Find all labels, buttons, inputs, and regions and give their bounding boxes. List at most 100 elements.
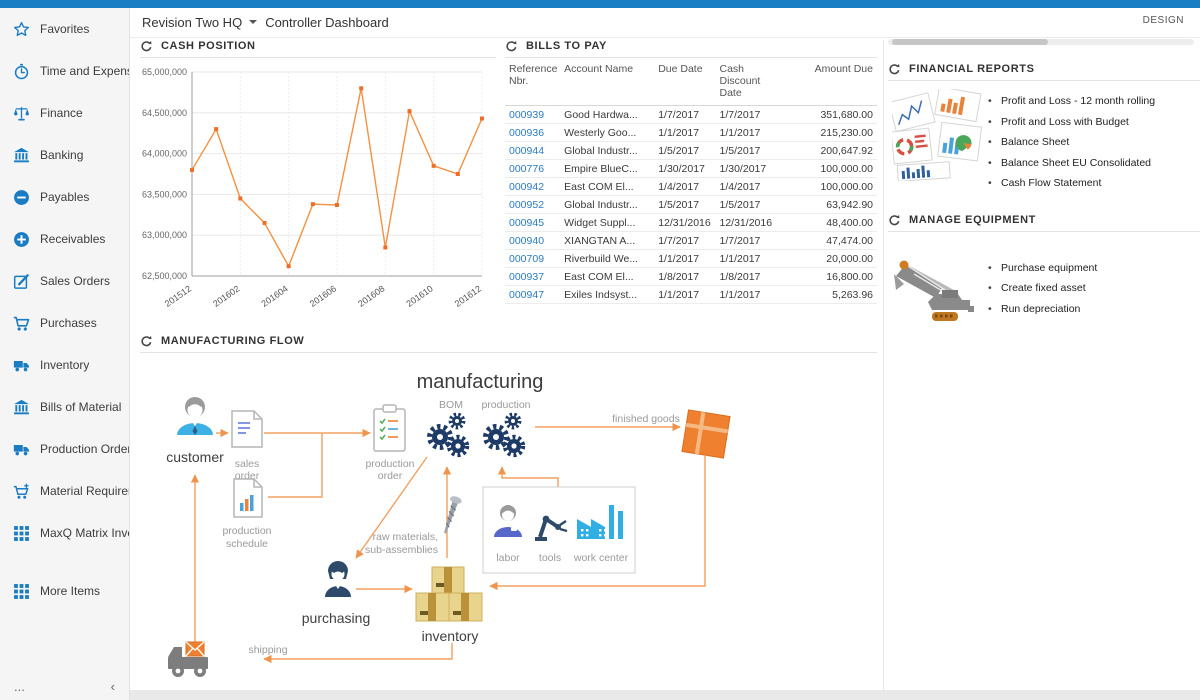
svg-text:schedule: schedule — [226, 538, 268, 550]
reference-link[interactable]: 000944 — [505, 141, 561, 160]
screw-icon — [444, 496, 462, 534]
table-row[interactable]: 000942 East COM El... 1/4/2017 1/4/2017 100,… — [505, 177, 877, 196]
sidebar-item-sales-orders[interactable]: Sales Orders — [0, 260, 129, 302]
table-row[interactable]: 000939 Good Hardwa... 1/7/2017 1/7/2017 351,… — [505, 105, 877, 124]
table-cell: 1/1/2017 — [654, 249, 716, 268]
bills-column-header[interactable]: Amount Due — [789, 59, 877, 106]
dashboard-content: CASH POSITION 65,000,000 64,500,000 64,000… — [130, 38, 1200, 700]
report-link-profit-and-loss-with-budget[interactable]: Profit and Loss with Budget — [988, 116, 1155, 128]
report-link-profit-and-loss-12-month-rolling[interactable]: Profit and Loss - 12 month rolling — [988, 95, 1155, 107]
refresh-icon[interactable] — [140, 335, 152, 347]
widget-financial-reports: FINANCIAL REPORTS Profit and Loss - 12 m… — [888, 63, 1200, 198]
purchasing-label: purchasing — [302, 610, 371, 626]
reference-link[interactable]: 000936 — [505, 123, 561, 142]
table-cell: 5,263.96 — [789, 285, 877, 304]
sidebar-item-more-items[interactable]: More Items — [0, 570, 129, 612]
report-link-balance-sheet-eu-consolidated[interactable]: Balance Sheet EU Consolidated — [988, 157, 1155, 169]
table-row[interactable]: 000776 Empire BlueC... 1/30/2017 1/30/2017 1… — [505, 159, 877, 178]
table-row[interactable]: 000947 Exiles Indsyst... 1/1/2017 1/1/2017 5… — [505, 285, 877, 304]
reference-link[interactable]: 000937 — [505, 267, 561, 286]
table-row[interactable]: 000709 Riverbuild We... 1/1/2017 1/1/2017 20… — [505, 249, 877, 268]
x-axis-label: 201512 — [163, 283, 193, 308]
page-bottom-scroll-area — [130, 690, 1200, 700]
sidebar-item-maxq-matrix-invent[interactable]: MaxQ Matrix Invent... — [0, 512, 129, 554]
finished-goods-label: finished goods — [612, 413, 680, 425]
table-row[interactable]: 000944 Global Industr... 1/5/2017 1/5/2017 2… — [505, 141, 877, 160]
bills-column-header[interactable]: Reference Nbr. — [505, 59, 561, 106]
table-row[interactable]: 000945 Widget Suppl... 12/31/2016 12/31/201… — [505, 213, 877, 232]
sidebar-item-time-and-expenses[interactable]: Time and Expenses — [0, 50, 129, 92]
sidebar-item-production-orders[interactable]: Production Orders — [0, 428, 129, 470]
reference-link[interactable]: 000947 — [505, 285, 561, 304]
sidebar-item-label: Bills of Material — [40, 400, 122, 414]
star-icon — [13, 21, 30, 38]
reference-link[interactable]: 000952 — [505, 195, 561, 214]
x-axis-label: 201604 — [259, 283, 289, 308]
refresh-icon[interactable] — [140, 40, 152, 52]
refresh-icon[interactable] — [888, 214, 900, 226]
table-cell: 100,000.00 — [789, 159, 877, 178]
data-point — [286, 264, 291, 269]
refresh-icon[interactable] — [888, 63, 900, 75]
minus-circle-icon — [13, 189, 30, 206]
sidebar-item-finance[interactable]: Finance — [0, 92, 129, 134]
sidebar-item-material-requirem[interactable]: Material Requirem... — [0, 470, 129, 512]
more-options-button[interactable]: ... — [14, 678, 25, 694]
reference-link[interactable]: 000939 — [505, 105, 561, 124]
report-link-cash-flow-statement[interactable]: Cash Flow Statement — [988, 177, 1155, 189]
sidebar-item-bills-of-material[interactable]: Bills of Material — [0, 386, 129, 428]
table-cell: 215,230.00 — [789, 123, 877, 142]
x-axis-label: 201612 — [453, 283, 483, 308]
customer-icon — [177, 397, 213, 435]
bills-column-header[interactable]: Account Name — [560, 59, 655, 106]
table-cell: 351,680.00 — [789, 105, 877, 124]
reference-link[interactable]: 000942 — [505, 177, 561, 196]
sidebar-item-label: Payables — [40, 190, 90, 204]
equipment-link-run-depreciation[interactable]: Run depreciation — [988, 303, 1097, 315]
widget-manage-equipment: MANAGE EQUIPMENT — [888, 214, 1200, 332]
bills-column-header[interactable]: Cash Discount Date — [715, 59, 790, 106]
inventory-boxes-icon — [415, 566, 483, 622]
production-schedule-icon — [233, 478, 263, 518]
table-row[interactable]: 000940 XIANGTAN A... 1/7/2017 1/7/2017 47,47… — [505, 231, 877, 250]
report-link-balance-sheet[interactable]: Balance Sheet — [988, 136, 1155, 148]
sidebar-item-purchases[interactable]: Purchases — [0, 302, 129, 344]
bills-column-header[interactable]: Due Date — [654, 59, 716, 106]
purchasing-icon — [325, 561, 351, 597]
reference-link[interactable]: 000709 — [505, 249, 561, 268]
data-point — [455, 172, 460, 176]
sidebar-item-label: More Items — [40, 584, 101, 598]
reference-link[interactable]: 000945 — [505, 213, 561, 232]
svg-text:order: order — [378, 470, 403, 482]
scrollbar-thumb[interactable] — [892, 39, 1048, 45]
sidebar-item-inventory[interactable]: Inventory — [0, 344, 129, 386]
table-cell: 12/31/2016 — [715, 213, 790, 232]
design-button[interactable]: DESIGN — [1142, 15, 1184, 26]
manufacturing-title: manufacturing — [417, 371, 544, 393]
equipment-link-create-fixed-asset[interactable]: Create fixed asset — [988, 282, 1097, 294]
table-row[interactable]: 000952 Global Industr... 1/5/2017 1/5/2017 6… — [505, 195, 877, 214]
y-axis-label: 62,500,000 — [142, 271, 187, 281]
table-cell: Global Industr... — [560, 195, 655, 214]
page-title: Controller Dashboard — [265, 15, 389, 30]
data-point — [310, 202, 315, 207]
reference-link[interactable]: 000940 — [505, 231, 561, 250]
sidebar-item-payables[interactable]: Payables — [0, 176, 129, 218]
table-cell: 200,647.92 — [789, 141, 877, 160]
labor-label: labor — [496, 552, 520, 564]
reference-link[interactable]: 000776 — [505, 159, 561, 178]
collapse-sidebar-button[interactable]: ‹ — [110, 678, 115, 694]
edit-icon — [13, 273, 30, 290]
sidebar-item-favorites[interactable]: Favorites — [0, 8, 129, 50]
widget-title-financial-reports: FINANCIAL REPORTS — [909, 63, 1035, 75]
sidebar-item-banking[interactable]: Banking — [0, 134, 129, 176]
table-row[interactable]: 000937 East COM El... 1/8/2017 1/8/2017 16,8… — [505, 267, 877, 286]
equipment-link-purchase-equipment[interactable]: Purchase equipment — [988, 262, 1097, 274]
cart-icon — [13, 315, 30, 332]
sidebar-item-label: Sales Orders — [40, 274, 111, 288]
company-selector[interactable]: Revision Two HQ — [142, 15, 243, 30]
sidebar-item-receivables[interactable]: Receivables — [0, 218, 129, 260]
table-row[interactable]: 000936 Westerly Goo... 1/1/2017 1/1/2017 215… — [505, 123, 877, 142]
refresh-icon[interactable] — [505, 40, 517, 52]
chevron-down-icon[interactable] — [249, 20, 258, 24]
